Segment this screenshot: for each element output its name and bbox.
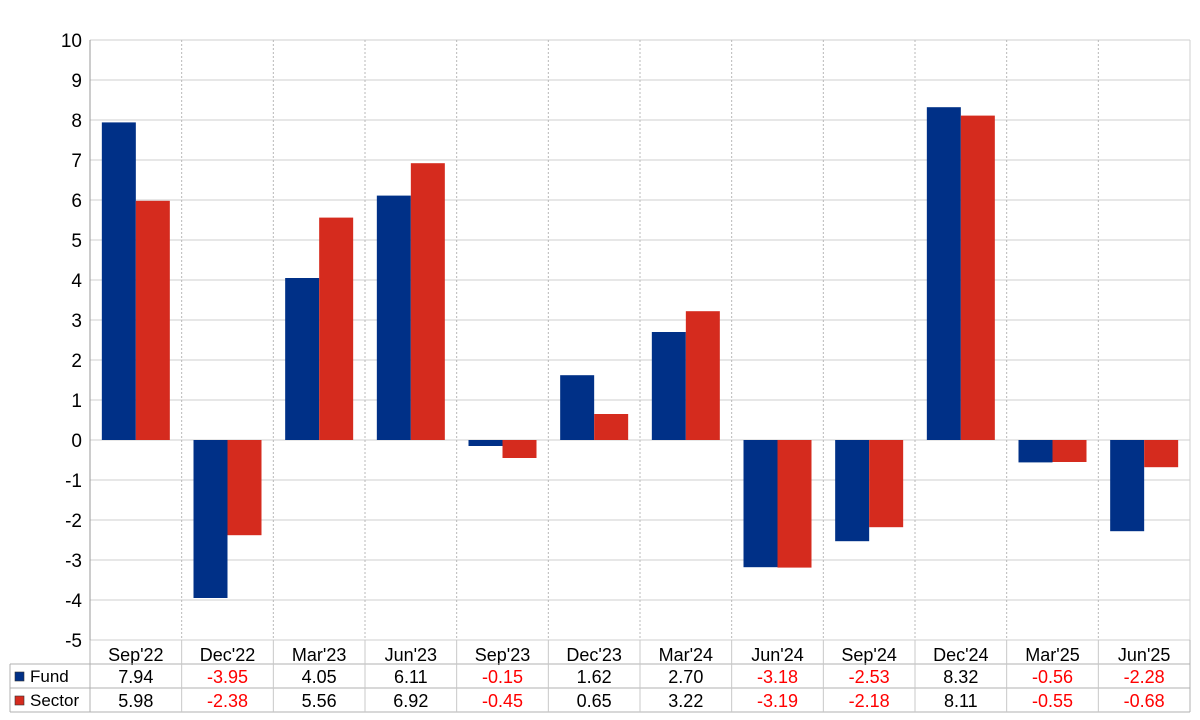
bar-sector-9 (960, 115, 995, 440)
bar-fund-2 (285, 278, 320, 440)
y-tick-label: -3 (65, 551, 82, 572)
bar-sector-2 (319, 217, 354, 440)
table-value-sector: 8.11 (944, 691, 978, 711)
bar-fund-3 (376, 195, 411, 440)
bar-sector-4 (502, 440, 537, 458)
category-label: Jun'25 (1118, 645, 1170, 665)
y-tick-label: -2 (65, 511, 82, 532)
table-value-fund: 2.70 (668, 667, 703, 687)
table-value-fund: -2.28 (1124, 667, 1165, 687)
table-value-sector: -0.45 (482, 691, 523, 711)
bar-sector-0 (135, 200, 170, 440)
table-value-sector: 5.98 (118, 691, 153, 711)
table-value-sector: 3.22 (668, 691, 703, 711)
table-value-fund: 1.62 (577, 667, 612, 687)
table-value-fund: -3.18 (757, 667, 798, 687)
category-label: Jun'24 (751, 645, 803, 665)
category-label: Dec'24 (933, 645, 988, 665)
bar-fund-7 (743, 440, 778, 568)
category-label: Jun'23 (385, 645, 437, 665)
table-value-sector: -0.55 (1032, 691, 1073, 711)
table-value-sector: -2.18 (849, 691, 890, 711)
category-label: Mar'23 (292, 645, 346, 665)
category-label: Dec'23 (566, 645, 621, 665)
bar-fund-8 (835, 440, 870, 542)
bar-sector-3 (410, 163, 445, 440)
bar-sector-6 (685, 311, 720, 440)
bar-fund-11 (1110, 440, 1145, 532)
y-tick-label: -4 (65, 591, 82, 612)
y-tick-label: 5 (71, 231, 82, 252)
table-value-fund: -2.53 (849, 667, 890, 687)
table-value-sector: 0.65 (577, 691, 612, 711)
y-tick-label: 6 (71, 191, 82, 212)
table-value-fund: 4.05 (302, 667, 337, 687)
y-tick-label: 1 (71, 391, 82, 412)
bar-fund-6 (651, 332, 686, 440)
legend-key-sector (14, 695, 25, 706)
category-label: Sep'22 (108, 645, 164, 665)
y-tick-label: -1 (65, 471, 82, 492)
bar-fund-9 (926, 107, 961, 440)
bar-sector-10 (1052, 440, 1087, 462)
legend-key-fund (14, 671, 25, 682)
category-label: Mar'24 (659, 645, 713, 665)
y-tick-label: 2 (71, 351, 82, 372)
bar-sector-7 (777, 440, 812, 568)
bar-fund-0 (101, 122, 136, 441)
y-tick-label: -5 (65, 631, 82, 652)
legend-label-sector: Sector (30, 691, 79, 710)
y-tick-label: 9 (71, 71, 82, 92)
bar-sector-5 (594, 414, 629, 440)
table-value-fund: 8.32 (943, 667, 978, 687)
bar-sector-11 (1144, 440, 1179, 468)
category-label: Mar'25 (1025, 645, 1079, 665)
y-tick-label: 4 (71, 271, 82, 292)
category-label: Sep'23 (475, 645, 531, 665)
bar-fund-10 (1018, 440, 1053, 463)
bar-fund-1 (193, 440, 228, 598)
category-label: Sep'24 (841, 645, 897, 665)
table-value-fund: -0.15 (482, 667, 523, 687)
y-tick-label: 10 (61, 31, 82, 52)
table-value-sector: 6.92 (393, 691, 428, 711)
bar-fund-5 (560, 375, 595, 440)
bars-layer (101, 107, 1179, 598)
legend-label-fund: Fund (30, 667, 69, 686)
table-value-fund: -0.56 (1032, 667, 1073, 687)
table-value-fund: -3.95 (207, 667, 248, 687)
data-table: Sep'22 Dec'22 Mar'23 Jun'23 Sep'23 Dec'23 Mar'… (9, 640, 1191, 713)
bar-sector-1 (227, 440, 262, 536)
y-tick-label: 7 (71, 151, 82, 172)
y-tick-label: 0 (71, 431, 82, 452)
table-value-fund: 7.94 (118, 667, 153, 687)
table-value-sector: -3.19 (757, 691, 798, 711)
table-value-sector: -2.38 (207, 691, 248, 711)
table-value-sector: -0.68 (1124, 691, 1165, 711)
y-tick-label: 8 (71, 111, 82, 132)
category-label: Dec'22 (200, 645, 255, 665)
grid-layer (89, 39, 1191, 641)
y-tick-label: 3 (71, 311, 82, 332)
table-value-sector: 5.56 (302, 691, 337, 711)
y-axis: -5 -4 -3 -2 -1 0 1 2 3 4 5 6 7 8 9 10 (61, 31, 83, 652)
table-value-fund: 6.11 (394, 667, 428, 687)
bar-sector-8 (869, 440, 904, 528)
bar-fund-4 (468, 440, 503, 446)
